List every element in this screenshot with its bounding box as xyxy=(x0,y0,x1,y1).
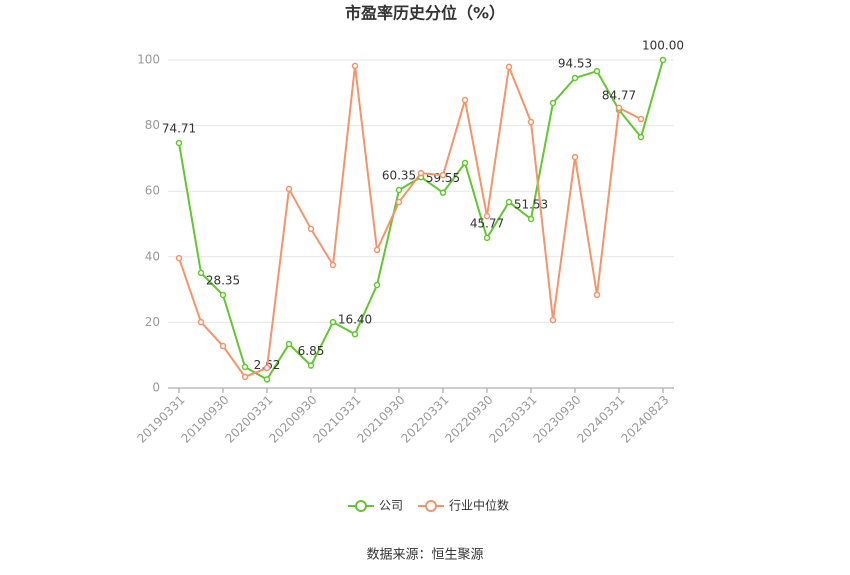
y-tick-label: 60 xyxy=(145,184,160,198)
point xyxy=(439,171,447,179)
data-label: 28.35 xyxy=(206,274,240,288)
point xyxy=(175,254,183,262)
point xyxy=(571,153,579,161)
point xyxy=(549,316,557,324)
legend-label: 公司 xyxy=(379,499,403,513)
point xyxy=(373,281,381,289)
source: 数据来源：恒生聚源 xyxy=(366,548,483,563)
point xyxy=(483,212,491,220)
point xyxy=(307,225,315,233)
point xyxy=(527,118,535,126)
point xyxy=(285,340,293,348)
point xyxy=(417,169,425,177)
point xyxy=(593,67,601,75)
point xyxy=(263,376,271,383)
point xyxy=(505,63,513,71)
legend-marker xyxy=(425,500,437,512)
point xyxy=(197,318,205,326)
point xyxy=(263,364,271,372)
y-tick-label: 20 xyxy=(145,315,160,329)
point xyxy=(659,56,667,64)
point xyxy=(637,133,645,141)
legend-label: 行业中位数 xyxy=(449,498,509,513)
point xyxy=(241,373,249,381)
point xyxy=(593,291,601,299)
point xyxy=(241,363,249,371)
point xyxy=(329,261,337,269)
point xyxy=(615,104,623,112)
data-label: 6.85 xyxy=(298,344,325,358)
x-tick-label: 20240823 xyxy=(619,393,672,446)
point xyxy=(527,215,535,223)
point xyxy=(219,342,227,350)
chart-title: 市盈率历史分位（%） xyxy=(345,4,505,23)
data-label: 94.53 xyxy=(558,56,592,70)
point xyxy=(219,291,227,299)
data-label: 51.53 xyxy=(514,197,548,211)
legend-marker xyxy=(355,500,367,512)
point xyxy=(307,362,315,369)
y-tick-label: 40 xyxy=(145,249,160,263)
point xyxy=(285,185,293,193)
point xyxy=(373,246,381,254)
point xyxy=(461,159,469,167)
y-tick-label: 0 xyxy=(152,381,160,395)
data-label: 60.35 xyxy=(382,169,416,183)
data-label: 100.00 xyxy=(642,39,684,53)
point xyxy=(571,74,579,82)
y-tick-label: 100 xyxy=(137,53,160,67)
point xyxy=(351,330,359,338)
point xyxy=(351,62,359,70)
series-line xyxy=(178,63,642,379)
point xyxy=(395,198,403,206)
y-tick-label: 80 xyxy=(145,118,160,132)
data-label: 16.40 xyxy=(338,313,372,327)
point xyxy=(197,269,205,277)
point xyxy=(549,99,557,107)
point xyxy=(439,189,447,196)
point xyxy=(483,234,491,242)
series-line xyxy=(178,59,664,381)
point xyxy=(637,115,645,123)
point xyxy=(505,198,513,206)
data-label: 84.77 xyxy=(602,88,636,102)
point xyxy=(175,139,183,147)
data-label: 74.71 xyxy=(162,121,196,135)
data-label: 45.77 xyxy=(470,216,504,230)
point xyxy=(329,318,337,326)
point xyxy=(461,96,469,104)
point xyxy=(395,186,403,194)
